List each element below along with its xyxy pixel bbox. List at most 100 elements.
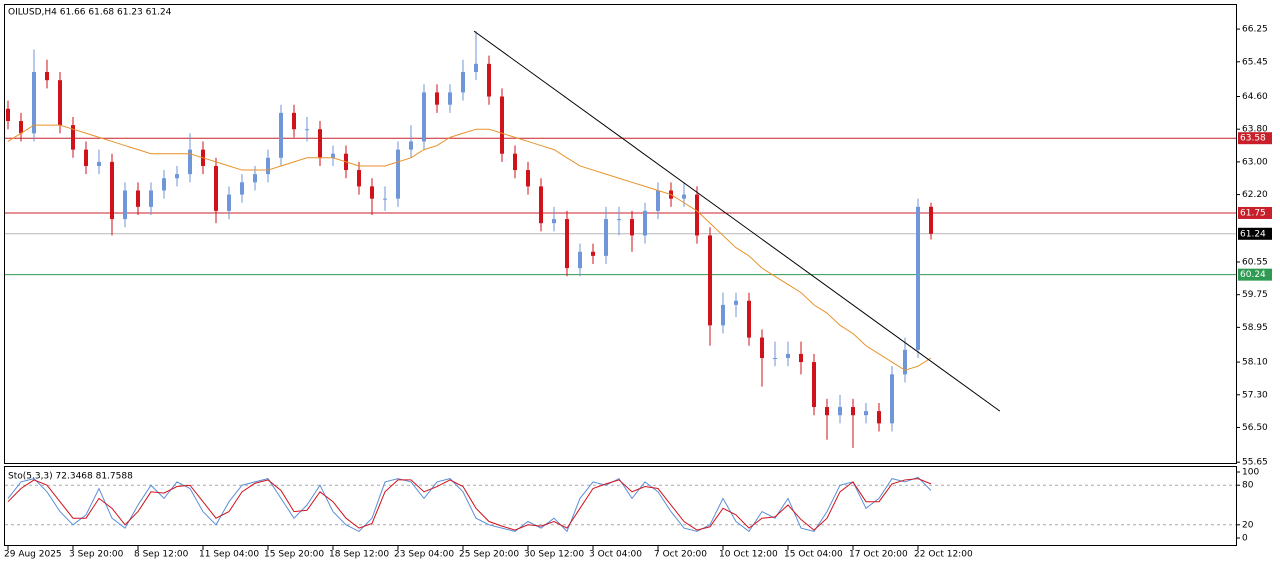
x-tick-label: 22 Oct 12:00 (914, 550, 973, 560)
candle-body (695, 194, 699, 236)
y-tick-label: 100 (1242, 468, 1259, 478)
candle-body (617, 219, 621, 221)
candle-body (474, 63, 478, 73)
candle-body (266, 157, 270, 175)
price-level-box (1238, 227, 1272, 240)
x-tick-label: 15 Sep 20:00 (264, 550, 324, 560)
candle-body (773, 357, 777, 359)
candle-body (591, 251, 595, 256)
x-tick-label: 17 Oct 20:00 (849, 550, 908, 560)
y-tick-label: 0 (1242, 534, 1248, 544)
y-tick-label: 58.10 (1242, 358, 1268, 368)
candle-body (929, 206, 933, 234)
candle-body (357, 170, 361, 187)
candle-body (656, 190, 660, 211)
candle-body (578, 251, 582, 269)
candle-body (240, 182, 244, 195)
candle-body (812, 362, 816, 408)
candle-body (916, 206, 920, 350)
y-tick-label: 65.45 (1242, 57, 1268, 67)
candle-body (799, 353, 803, 363)
candle-body (370, 186, 374, 199)
candle-body (279, 112, 283, 158)
candle-body (513, 153, 517, 171)
x-tick-label: 15 Oct 04:00 (784, 550, 843, 560)
candle-body (305, 129, 309, 131)
candle-body (331, 153, 335, 158)
candle-body (45, 72, 49, 81)
candle-body (708, 235, 712, 326)
chart-title: OILUSD,H4 61.66 61.68 61.23 61.24 (8, 8, 172, 18)
x-tick-label: 8 Sep 12:00 (134, 550, 189, 560)
y-tick-label: 63.80 (1242, 125, 1268, 135)
candle-body (71, 125, 75, 150)
candle-body (58, 80, 62, 126)
y-tick-label: 20 (1242, 520, 1254, 530)
candle-body (539, 186, 543, 224)
stochastic-line (7, 478, 932, 531)
y-tick-label: 59.75 (1242, 290, 1268, 300)
x-tick-label: 18 Sep 12:00 (329, 550, 389, 560)
price-level-box (1238, 132, 1272, 145)
candle-body (32, 72, 36, 134)
x-tick-label: 25 Sep 20:00 (459, 550, 519, 560)
candle-body (877, 411, 881, 424)
y-tick-label: 62.20 (1242, 190, 1268, 200)
candle-body (630, 219, 634, 236)
x-tick-label: 23 Sep 04:00 (394, 550, 454, 560)
y-tick-label: 56.50 (1242, 423, 1268, 433)
candle-body (253, 174, 257, 183)
candle-body (214, 165, 218, 211)
y-tick-label: 80 (1242, 481, 1254, 491)
candle-body (435, 92, 439, 105)
x-tick-label: 3 Sep 20:00 (69, 550, 124, 560)
x-tick-label: 29 Aug 2025 (4, 550, 62, 560)
candle-body (6, 108, 10, 122)
indicator-title: Sto(5,3,3) 72.3468 81.7588 (8, 472, 133, 482)
candle-body (175, 174, 179, 179)
candle-body (565, 219, 569, 269)
candle-body (110, 161, 114, 220)
candle-body (825, 407, 829, 416)
candle-body (149, 190, 153, 207)
price-level-label: 63.58 (1240, 134, 1266, 144)
candle-body (448, 92, 452, 105)
candle-body (19, 121, 23, 134)
candle-body (851, 407, 855, 416)
candle-body (786, 353, 790, 358)
x-tick-label: 10 Oct 12:00 (719, 550, 778, 560)
candle-body (747, 300, 751, 338)
candle-body (682, 194, 686, 199)
candle-body (84, 149, 88, 166)
candle-body (318, 129, 322, 158)
price-level-label: 61.75 (1240, 208, 1266, 218)
price-level-label: 61.24 (1240, 229, 1266, 239)
candle-body (383, 198, 387, 200)
candle-body (552, 219, 556, 224)
candle-body (123, 190, 127, 220)
candle-body (396, 149, 400, 199)
candle-body (890, 374, 894, 424)
candle-body (526, 170, 530, 187)
candle-body (500, 96, 504, 154)
candle-body (136, 190, 140, 207)
candle-body (760, 337, 764, 358)
price-level-box (1238, 268, 1272, 281)
y-tick-label: 63.00 (1242, 157, 1268, 167)
candle-body (162, 178, 166, 191)
candle-body (734, 300, 738, 305)
y-tick-label: 64.60 (1242, 92, 1268, 102)
y-tick-label: 60.55 (1242, 257, 1268, 267)
y-tick-label: 58.95 (1242, 323, 1268, 333)
stochastic-panel (4, 466, 1237, 546)
x-tick-label: 11 Sep 04:00 (199, 550, 259, 560)
candle-body (721, 304, 725, 326)
y-tick-label: 55.65 (1242, 458, 1268, 468)
y-tick-label: 66.25 (1242, 25, 1268, 35)
price-level-box (1238, 206, 1272, 219)
x-tick-label: 30 Sep 12:00 (524, 550, 584, 560)
price-level-label: 60.24 (1240, 270, 1266, 280)
candle-body (292, 112, 296, 130)
